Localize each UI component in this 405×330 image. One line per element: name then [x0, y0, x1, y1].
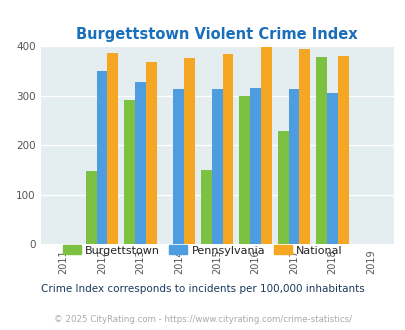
Bar: [86, 172, 96, 244]
Bar: [315, 57, 326, 244]
Bar: [211, 89, 222, 244]
Bar: [96, 71, 107, 244]
Bar: [135, 82, 145, 244]
Bar: [326, 93, 337, 244]
Bar: [124, 100, 135, 244]
Bar: [277, 131, 288, 244]
Bar: [173, 89, 184, 244]
Legend: Burgettstown, Pennsylvania, National: Burgettstown, Pennsylvania, National: [59, 241, 346, 260]
Title: Burgettstown Violent Crime Index: Burgettstown Violent Crime Index: [76, 27, 357, 42]
Bar: [249, 88, 260, 244]
Bar: [260, 47, 271, 244]
Bar: [239, 96, 249, 244]
Text: © 2025 CityRating.com - https://www.cityrating.com/crime-statistics/: © 2025 CityRating.com - https://www.city…: [54, 315, 351, 324]
Bar: [337, 56, 347, 244]
Bar: [145, 61, 156, 244]
Bar: [222, 54, 233, 244]
Bar: [184, 57, 194, 244]
Text: Crime Index corresponds to incidents per 100,000 inhabitants: Crime Index corresponds to incidents per…: [41, 284, 364, 294]
Bar: [200, 170, 211, 244]
Bar: [298, 49, 309, 244]
Bar: [107, 52, 118, 244]
Bar: [288, 89, 298, 244]
